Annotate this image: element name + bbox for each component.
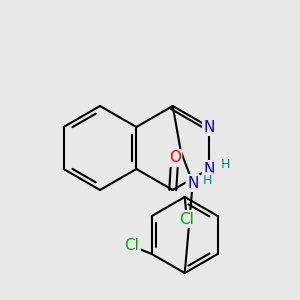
Text: N: N (187, 176, 198, 190)
Text: N: N (203, 161, 215, 176)
Text: H: H (203, 173, 212, 187)
Text: H: H (220, 158, 230, 172)
Text: O: O (169, 151, 181, 166)
Text: N: N (203, 119, 215, 134)
Text: Cl: Cl (179, 212, 194, 226)
Text: Cl: Cl (124, 238, 139, 253)
